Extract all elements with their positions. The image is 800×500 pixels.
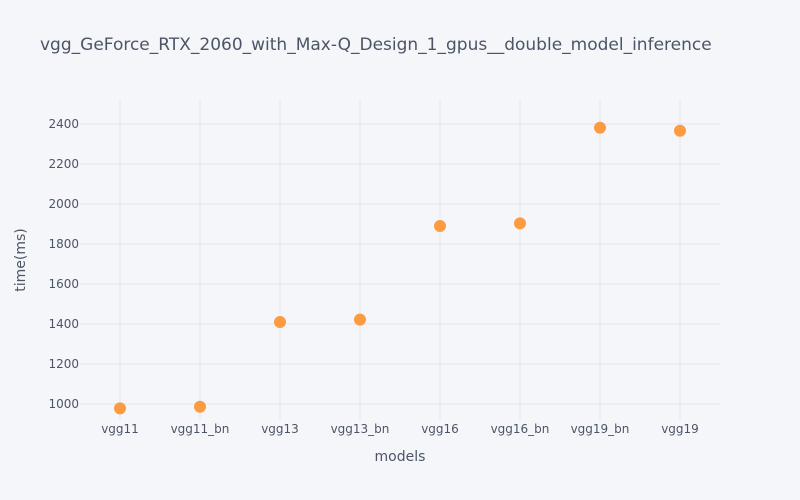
y-tick-label: 2200 <box>48 157 79 171</box>
x-tick-label: vgg11 <box>101 422 139 436</box>
data-point[interactable] <box>114 402 126 415</box>
y-tick-label: 1200 <box>48 357 79 371</box>
x-tick-label: vgg19 <box>661 422 699 436</box>
x-axis-ticks: vgg11 vgg11_bn vgg13 vgg13_bn vgg16 vgg16_bn v… <box>101 422 699 436</box>
x-axis-title: models <box>375 449 426 465</box>
chart-title: vgg_GeForce_RTX_2060_with_Max-Q_Design_1… <box>40 35 712 55</box>
data-point[interactable] <box>354 313 366 326</box>
y-tick-label: 1800 <box>48 237 79 251</box>
data-point[interactable] <box>274 316 286 328</box>
data-point[interactable] <box>674 124 686 137</box>
grid <box>80 100 720 420</box>
x-tick-label: vgg16_bn <box>491 422 550 436</box>
y-tick-label: 1400 <box>48 317 79 331</box>
y-tick-label: 1000 <box>48 397 79 411</box>
y-axis-ticks: 1000 1200 1400 1600 1800 2000 2200 2400 <box>48 117 79 411</box>
data-point[interactable] <box>514 217 526 230</box>
data-point[interactable] <box>194 400 206 413</box>
data-point[interactable] <box>594 121 606 134</box>
y-tick-label: 2400 <box>48 117 79 131</box>
data-point[interactable] <box>434 220 446 232</box>
data-points <box>114 121 686 415</box>
y-tick-label: 1600 <box>48 277 79 291</box>
x-tick-label: vgg11_bn <box>171 422 230 436</box>
x-tick-label: vgg13 <box>261 422 299 436</box>
x-tick-label: vgg19_bn <box>571 422 630 436</box>
x-tick-label: vgg16 <box>421 422 459 436</box>
x-tick-label: vgg13_bn <box>331 422 390 436</box>
y-axis-title: time(ms) <box>13 228 29 292</box>
y-tick-label: 2000 <box>48 197 79 211</box>
